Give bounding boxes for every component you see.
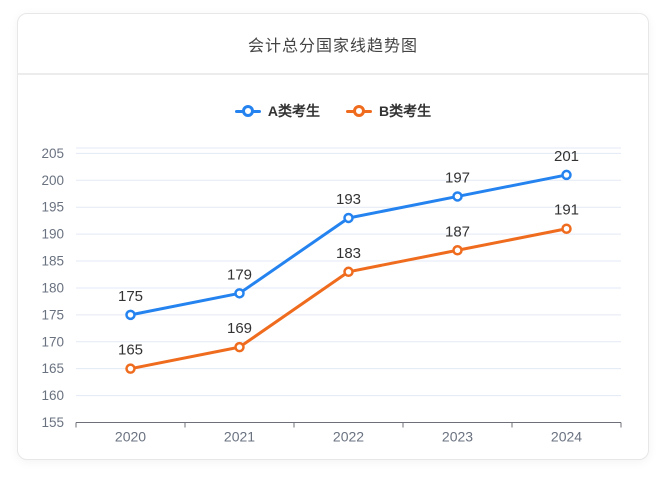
data-point[interactable] <box>234 288 245 299</box>
data-point-label: 187 <box>445 223 470 240</box>
y-axis-tick-label: 190 <box>41 227 64 242</box>
y-axis-tick-label: 200 <box>41 173 64 188</box>
data-point-label: 191 <box>554 202 579 219</box>
data-point[interactable] <box>561 223 572 234</box>
legend-line-marker-icon <box>234 104 261 118</box>
y-axis-tick-label: 180 <box>41 280 64 295</box>
line-chart-svg: 155 160 165 170 175 180 185 190 195 200 205 2020 202… <box>41 146 622 445</box>
data-point-label: 175 <box>118 288 143 305</box>
data-point-label: 193 <box>336 191 361 208</box>
legend-label: B类考生 <box>379 103 432 119</box>
legend: A类考生 B类考生 <box>18 101 648 121</box>
data-point[interactable] <box>125 363 136 374</box>
x-axis-tick-label: 2023 <box>442 429 473 445</box>
y-axis-tick-label: 175 <box>41 307 64 322</box>
data-point[interactable] <box>234 341 245 353</box>
card-header: 会计总分国家线趋势图 <box>18 14 648 75</box>
data-point[interactable] <box>561 169 572 181</box>
legend-label: A类考生 <box>267 103 320 119</box>
data-point[interactable] <box>452 191 463 202</box>
chart-title: 会计总分国家线趋势图 <box>247 37 418 55</box>
legend-item-A类考生[interactable]: A类考生 <box>234 101 320 121</box>
chart-card: 会计总分国家线趋势图 A类考生 B类考生 155 160 165 170 175 180 18… <box>17 13 649 460</box>
data-point[interactable] <box>125 309 136 321</box>
x-axis-tick-label: 2021 <box>224 429 255 445</box>
data-point-label: 169 <box>227 320 252 337</box>
x-axis-tick-label: 2020 <box>115 429 146 445</box>
data-point-label: 179 <box>227 266 252 283</box>
data-point[interactable] <box>452 245 463 256</box>
data-point[interactable] <box>343 212 354 224</box>
legend-ring <box>241 105 254 117</box>
data-point-label: 165 <box>118 342 143 359</box>
y-axis-tick-label: 165 <box>41 361 64 376</box>
y-axis-tick-label: 185 <box>41 254 64 269</box>
data-point-label: 183 <box>336 245 361 262</box>
y-axis-tick-label: 205 <box>41 146 64 161</box>
data-point[interactable] <box>343 266 354 278</box>
data-point-label: 201 <box>554 148 579 165</box>
y-axis-tick-label: 195 <box>41 200 64 215</box>
y-axis-tick-label: 170 <box>41 334 64 349</box>
legend-line-marker-icon <box>346 104 372 118</box>
y-axis-tick-label: 155 <box>41 415 64 430</box>
data-point-label: 197 <box>445 169 470 186</box>
x-axis-tick-label: 2022 <box>333 429 364 445</box>
y-axis-tick-label: 160 <box>41 388 64 403</box>
x-axis-tick-label: 2024 <box>551 429 582 445</box>
legend-item-B类考生[interactable]: B类考生 <box>346 101 431 121</box>
legend-ring <box>353 105 365 117</box>
